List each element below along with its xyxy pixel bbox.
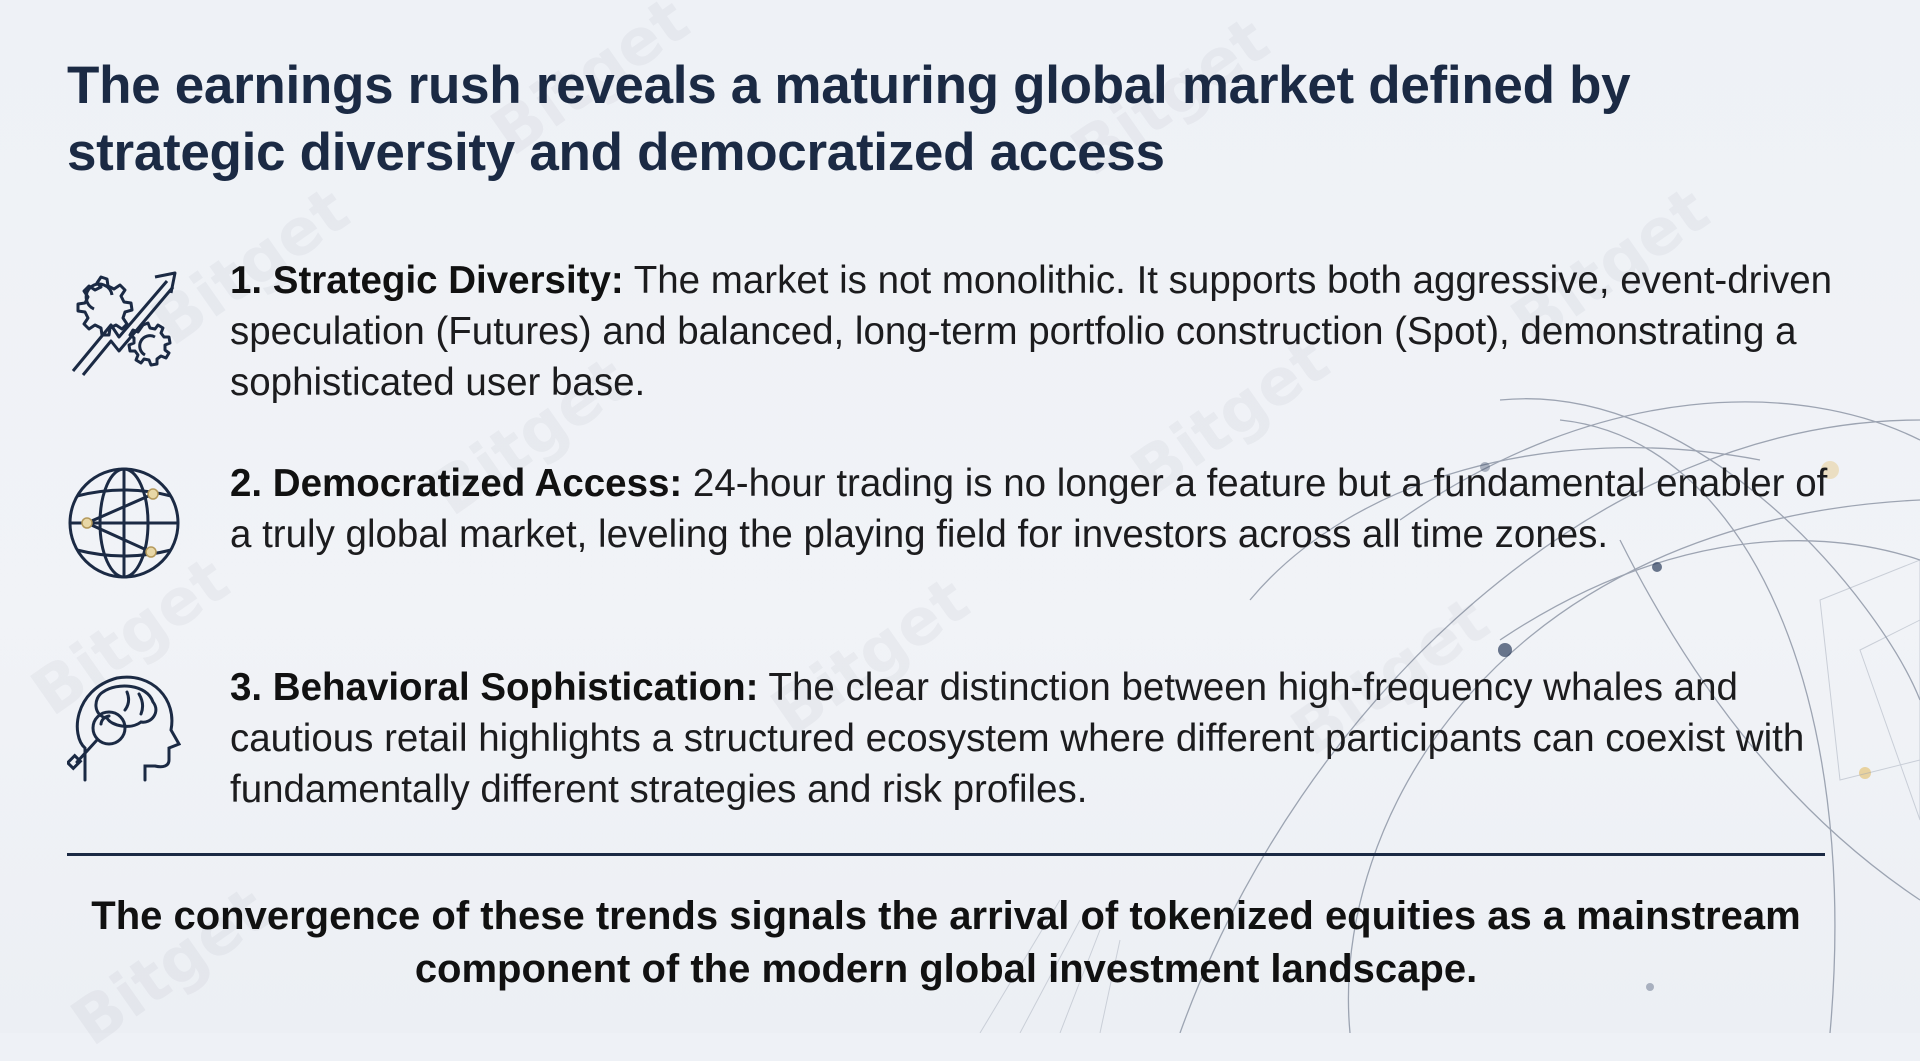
- item-body: The market is not monolithic. It support…: [230, 259, 1833, 404]
- item-body: The clear distinction between high-frequ…: [230, 666, 1805, 811]
- head-brain-magnifier-icon: [67, 675, 181, 782]
- network-node-glow: [1859, 767, 1871, 779]
- network-node-glow: [1821, 461, 1839, 479]
- network-node: [1480, 462, 1490, 472]
- background-network-graphic: [979, 398, 1920, 1033]
- page-title: The earnings rush reveals a maturing glo…: [67, 56, 1631, 182]
- conclusion: The convergence of these trends signals …: [91, 894, 1801, 991]
- network-node: [1646, 983, 1654, 991]
- network-node: [1498, 643, 1512, 657]
- network-node: [1652, 562, 1662, 572]
- item-text: 3. Behavioral Sophistication: The clear …: [230, 662, 1850, 815]
- item-body: 24-hour trading is no longer a feature b…: [230, 462, 1828, 556]
- item-heading: 3. Behavioral Sophistication:: [230, 666, 759, 709]
- globe-network-icon: [68, 467, 180, 579]
- gears-arrow-icon: [71, 271, 177, 376]
- item-text: 1. Strategic Diversity: The market is no…: [230, 255, 1850, 408]
- divider: [67, 853, 1825, 856]
- item-text: 2. Democratized Access: 24-hour trading …: [230, 458, 1850, 560]
- item-heading: 1. Strategic Diversity:: [230, 259, 624, 302]
- item-heading: 2. Democratized Access:: [230, 462, 683, 505]
